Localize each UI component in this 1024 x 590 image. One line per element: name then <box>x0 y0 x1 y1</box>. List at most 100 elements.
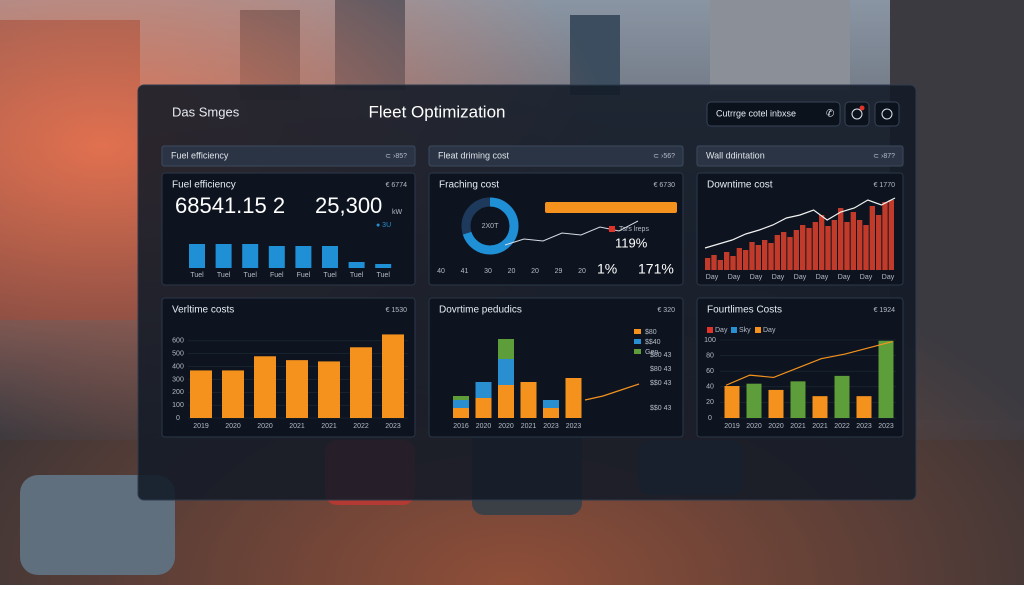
x-tick-label: 2023 <box>856 423 872 430</box>
x-tick-label: Day <box>816 274 829 281</box>
bar <box>222 370 244 418</box>
y-tick-label: 40 <box>706 384 714 391</box>
bar <box>348 262 365 268</box>
bar <box>254 356 276 418</box>
bar <box>882 202 888 270</box>
legend-label: Tsrs lreps <box>619 226 649 233</box>
bar <box>736 248 742 270</box>
bar <box>857 220 863 270</box>
line <box>504 220 639 246</box>
kpi: 171% <box>638 261 674 277</box>
x-tick-label: Tuel <box>350 272 364 279</box>
x-tick-label: 2020 <box>225 423 241 430</box>
x-tick-label: 2023 <box>543 423 559 430</box>
y-tick-label: 400 <box>172 363 184 370</box>
bar-segment <box>453 396 469 400</box>
y-tick-label: 600 <box>172 338 184 345</box>
alert-badge <box>859 105 865 111</box>
x-tick-label: 2016 <box>453 423 469 430</box>
bar <box>793 230 799 270</box>
bar <box>717 260 723 270</box>
bar-segment <box>453 408 469 418</box>
x-tick-label: Day <box>750 274 763 281</box>
bar <box>812 396 828 418</box>
line <box>704 197 896 249</box>
bar <box>831 220 837 270</box>
legend-swatch <box>634 349 641 354</box>
x-tick-label: 20 <box>508 268 516 275</box>
bar <box>755 245 761 270</box>
kpi: 68541.15 2 <box>175 193 285 218</box>
bar <box>189 244 205 268</box>
clock-icon <box>881 108 893 120</box>
x-tick-label: Fuel <box>270 272 284 279</box>
bar <box>790 381 806 418</box>
dashboard-title: Fleet Optimization <box>369 102 506 121</box>
legend-swatch <box>634 329 641 334</box>
x-tick-label: Day <box>860 274 873 281</box>
kpi-unit: ● 3U <box>376 222 391 229</box>
legend-label: Gen <box>645 349 658 356</box>
bar-segment <box>498 385 514 418</box>
legend-swatch <box>731 327 737 333</box>
x-tick-label: Tuel <box>377 272 391 279</box>
section-title: Fuel efficiency <box>171 150 229 160</box>
bar <box>746 383 762 418</box>
bar-segment <box>520 382 537 418</box>
kpi: 25,300 <box>315 193 382 218</box>
section-header[interactable] <box>161 145 416 167</box>
clock-button[interactable] <box>874 101 900 127</box>
legend-label: Day <box>715 327 728 334</box>
bar <box>268 246 285 268</box>
bar <box>834 375 850 418</box>
bar <box>375 264 392 268</box>
bar <box>812 222 818 270</box>
card-meta: € 1924 <box>874 307 896 314</box>
section-header[interactable] <box>696 145 904 167</box>
section-meta: ⊂ ›85? <box>385 153 407 160</box>
y-tick-label: 200 <box>172 389 184 396</box>
bar <box>838 208 844 270</box>
x-tick-label: Day <box>772 274 785 281</box>
card-meta: € 320 <box>657 307 675 314</box>
legend-swatch <box>609 226 615 232</box>
bar <box>806 228 812 270</box>
card-title: Fuel efficiency <box>172 180 236 191</box>
donut-arc <box>461 197 519 255</box>
car <box>20 475 175 575</box>
x-tick-label: 2023 <box>385 423 401 430</box>
bar <box>749 242 755 270</box>
bar-segment <box>543 400 559 408</box>
section-meta: ⊂ ›56? <box>653 153 675 160</box>
y-tick-label: 20 <box>706 399 714 406</box>
x-tick-label: Day <box>706 274 719 281</box>
bar-segment <box>475 382 492 398</box>
bar <box>350 347 372 418</box>
card-meta: € 6730 <box>654 182 676 189</box>
bar <box>787 237 793 270</box>
annotation: $80 43 <box>650 352 672 359</box>
bar-segment <box>565 378 582 418</box>
bar-segment <box>475 398 492 418</box>
x-tick-label: Tuel <box>244 272 258 279</box>
card-title: Dovrtime pedudics <box>439 305 522 316</box>
card-title: Verltime costs <box>172 305 234 316</box>
bar <box>705 258 711 270</box>
x-tick-label: Fuel <box>297 272 311 279</box>
section-title: Fleat driming cost <box>438 150 510 160</box>
section-header[interactable] <box>428 145 684 167</box>
alert-button[interactable] <box>844 101 870 127</box>
x-tick-label: 2019 <box>724 423 740 430</box>
bar <box>888 200 894 270</box>
bar <box>869 206 875 270</box>
x-tick-label: 2022 <box>834 423 850 430</box>
search-placeholder: Cutrrge cotel inbxse <box>716 108 796 118</box>
x-tick-label: 40 <box>437 268 445 275</box>
search-box[interactable] <box>706 101 841 127</box>
phone-icon[interactable]: ✆ <box>826 109 834 120</box>
kpi-unit: kW <box>392 209 403 216</box>
line <box>584 383 640 401</box>
bar <box>242 244 259 268</box>
card-title: Fourtlimes Costs <box>707 305 782 316</box>
